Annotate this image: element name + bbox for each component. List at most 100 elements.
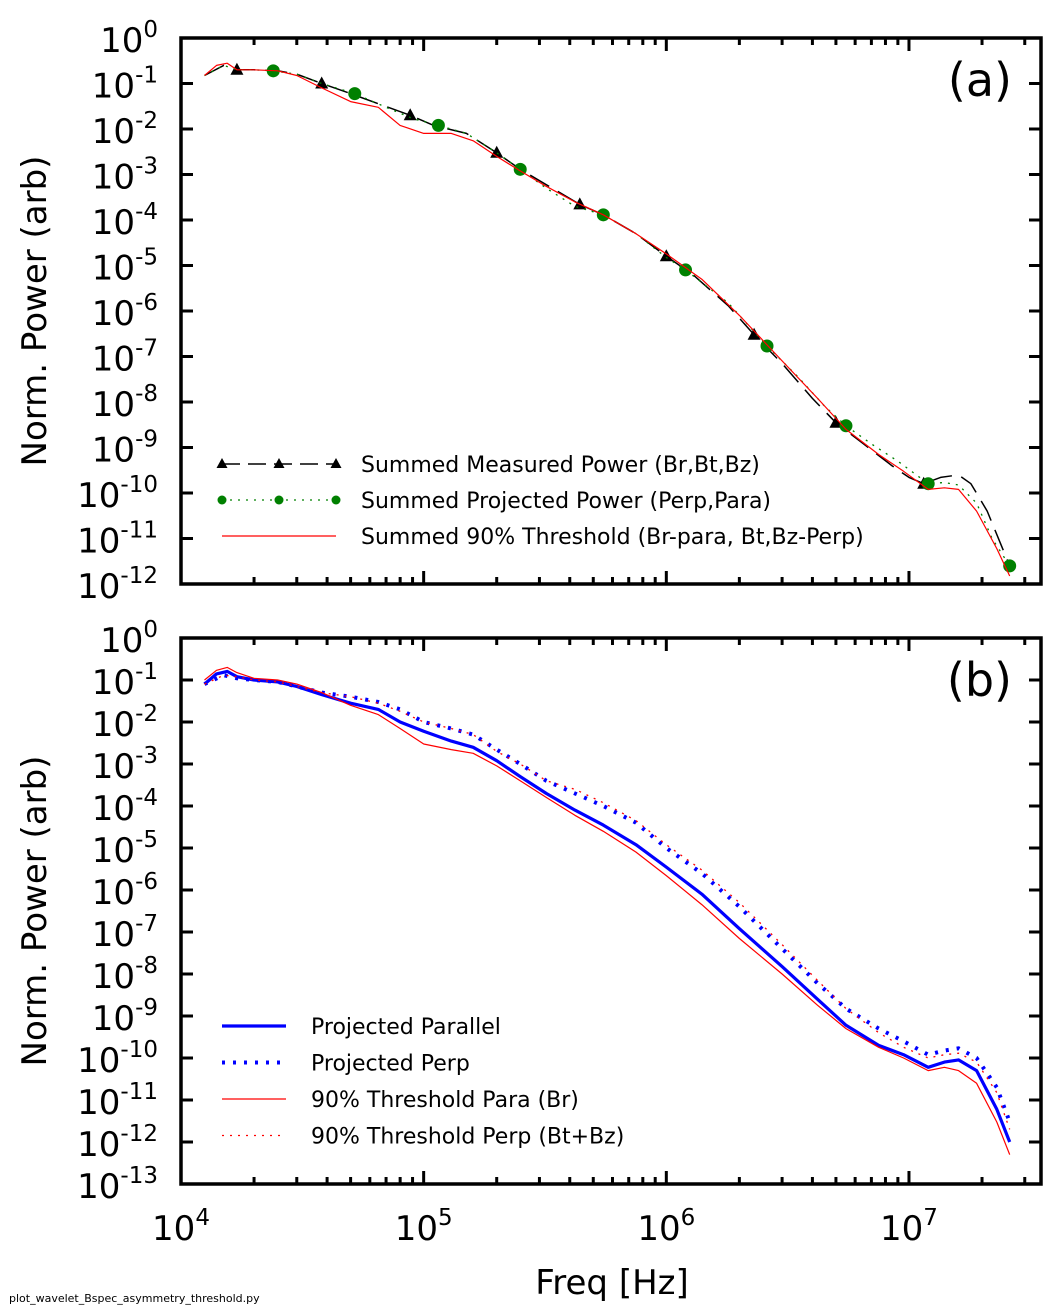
x-tick-label-base: 10 [395, 1209, 438, 1249]
y-tick-label-exp: -10 [120, 1037, 158, 1063]
y-tick-label-exp: -12 [120, 1121, 158, 1147]
y-tick-label-exp: -12 [120, 563, 158, 589]
series-line-0 [203, 669, 1012, 1143]
y-tick-label: 10-5 [92, 245, 158, 289]
y-tick-label-exp: -4 [135, 785, 158, 811]
x-tick-label-base: 10 [152, 1209, 195, 1249]
y-tick-label-exp: -3 [135, 743, 158, 769]
y-tick-label: 10-8 [92, 381, 158, 425]
y-axis-label: Norm. Power (arb) [15, 156, 55, 467]
series-marker-circle [839, 419, 853, 433]
legend-entry-label: Summed Measured Power (Br,Bt,Bz) [361, 453, 760, 478]
panel-label: (b) [947, 653, 1012, 707]
y-tick-label: 10-3 [92, 154, 158, 198]
y-tick-label-base: 10 [77, 1125, 120, 1165]
y-tick-label: 10-2 [92, 701, 158, 745]
y-tick-label: 10-11 [77, 518, 158, 562]
x-tick-label-exp: 6 [681, 1205, 696, 1231]
y-tick-label: 10-4 [92, 199, 158, 243]
axes-frame [179, 636, 1043, 1186]
legend-entry-label: Summed 90% Threshold (Br-para, Bt,Bz-Per… [361, 525, 864, 550]
panel-label: (a) [948, 53, 1012, 107]
y-tick-label-exp: -8 [135, 381, 158, 407]
y-tick-label: 10-13 [77, 1163, 158, 1207]
y-tick-label-base: 10 [77, 1083, 120, 1123]
y-tick-label-base: 10 [77, 522, 120, 562]
y-tick-label: 100 [100, 617, 158, 661]
y-tick-label-base: 10 [100, 621, 143, 661]
y-tick-label-exp: -4 [135, 199, 158, 225]
y-tick-label-exp: -3 [135, 154, 158, 180]
legend-entry-label: Projected Parallel [311, 1015, 501, 1040]
y-tick-label-base: 10 [92, 663, 135, 703]
footer-script-name: plot_wavelet_Bspec_asymmetry_threshold.p… [9, 1292, 260, 1305]
y-tick-label: 100 [100, 17, 158, 61]
y-tick-label-exp: -11 [120, 1079, 158, 1105]
legend-marker-circle [217, 495, 227, 505]
axes-frame [179, 36, 1043, 586]
x-tick-label-base: 10 [637, 1209, 680, 1249]
y-tick-label: 10-9 [92, 427, 158, 471]
y-tick-label: 10-12 [77, 1121, 158, 1165]
legend-marker-triangle [330, 458, 342, 468]
y-tick-label-exp: -10 [120, 472, 158, 498]
y-tick-label-exp: -1 [135, 63, 158, 89]
x-axis-tick-labels: 104 105 106 107 [152, 1205, 938, 1249]
y-tick-label-exp: 0 [143, 17, 158, 43]
series-marker-triangle [315, 76, 329, 89]
y-tick-label: 10-1 [92, 659, 158, 703]
series-line-2 [204, 666, 1011, 1155]
x-tick-label: 105 [395, 1205, 453, 1249]
y-tick-label: 10-9 [92, 995, 158, 1039]
series-marker-circle [348, 87, 362, 101]
series-line-3 [204, 674, 1011, 1130]
y-tick-label-base: 10 [92, 112, 135, 152]
y-tick-label-base: 10 [92, 789, 135, 829]
y-tick-label-exp: -11 [120, 518, 158, 544]
panel-a: 10010-110-210-310-410-510-610-710-810-91… [15, 17, 1043, 607]
series-marker-triangle [230, 62, 244, 75]
legend-marker-triangle [273, 458, 285, 468]
y-tick-label-exp: -1 [135, 659, 158, 685]
y-tick-label: 10-10 [77, 472, 158, 516]
series-marker-triangle [659, 249, 673, 262]
series-marker-circle [760, 339, 774, 353]
y-tick-label-base: 10 [92, 340, 135, 380]
x-tick-label-base: 10 [880, 1209, 923, 1249]
y-tick-label-base: 10 [92, 249, 135, 289]
legend-marker-circle [274, 495, 284, 505]
y-tick-label-exp: -5 [135, 827, 158, 853]
series-marker-triangle [747, 327, 761, 340]
series-marker-triangle [573, 197, 587, 210]
legend-entry-label: Summed Projected Power (Perp,Para) [361, 489, 771, 514]
y-tick-label: 10-10 [77, 1037, 158, 1081]
y-tick-label-base: 10 [92, 957, 135, 997]
y-tick-label: 10-7 [92, 336, 158, 380]
series-marker-circle [679, 263, 693, 277]
y-tick-label-exp: -2 [135, 108, 158, 134]
y-tick-label-base: 10 [92, 158, 135, 198]
y-tick-label-exp: -13 [120, 1163, 158, 1189]
series-line-1 [204, 64, 1011, 567]
x-tick-label-exp: 5 [438, 1205, 453, 1231]
y-tick-label: 10-7 [92, 911, 158, 955]
y-tick-label: 10-8 [92, 953, 158, 997]
legend-entry-label: Projected Perp [311, 1052, 470, 1077]
y-tick-label: 10-5 [92, 827, 158, 871]
y-tick-label-exp: -5 [135, 245, 158, 271]
y-tick-label-exp: -8 [135, 953, 158, 979]
y-tick-label-exp: -7 [135, 336, 158, 362]
y-tick-label-exp: -2 [135, 701, 158, 727]
y-tick-label: 10-3 [92, 743, 158, 787]
y-tick-label-exp: 0 [143, 617, 158, 643]
y-tick-label: 10-6 [92, 290, 158, 334]
y-tick-label-exp: -9 [135, 427, 158, 453]
y-tick-label: 10-2 [92, 108, 158, 152]
y-tick-label-base: 10 [92, 999, 135, 1039]
series-marker-triangle [829, 415, 843, 428]
series-marker-triangle [403, 108, 417, 121]
y-tick-label-base: 10 [92, 831, 135, 871]
y-tick-label-base: 10 [92, 431, 135, 471]
y-tick-label-base: 10 [92, 385, 135, 425]
